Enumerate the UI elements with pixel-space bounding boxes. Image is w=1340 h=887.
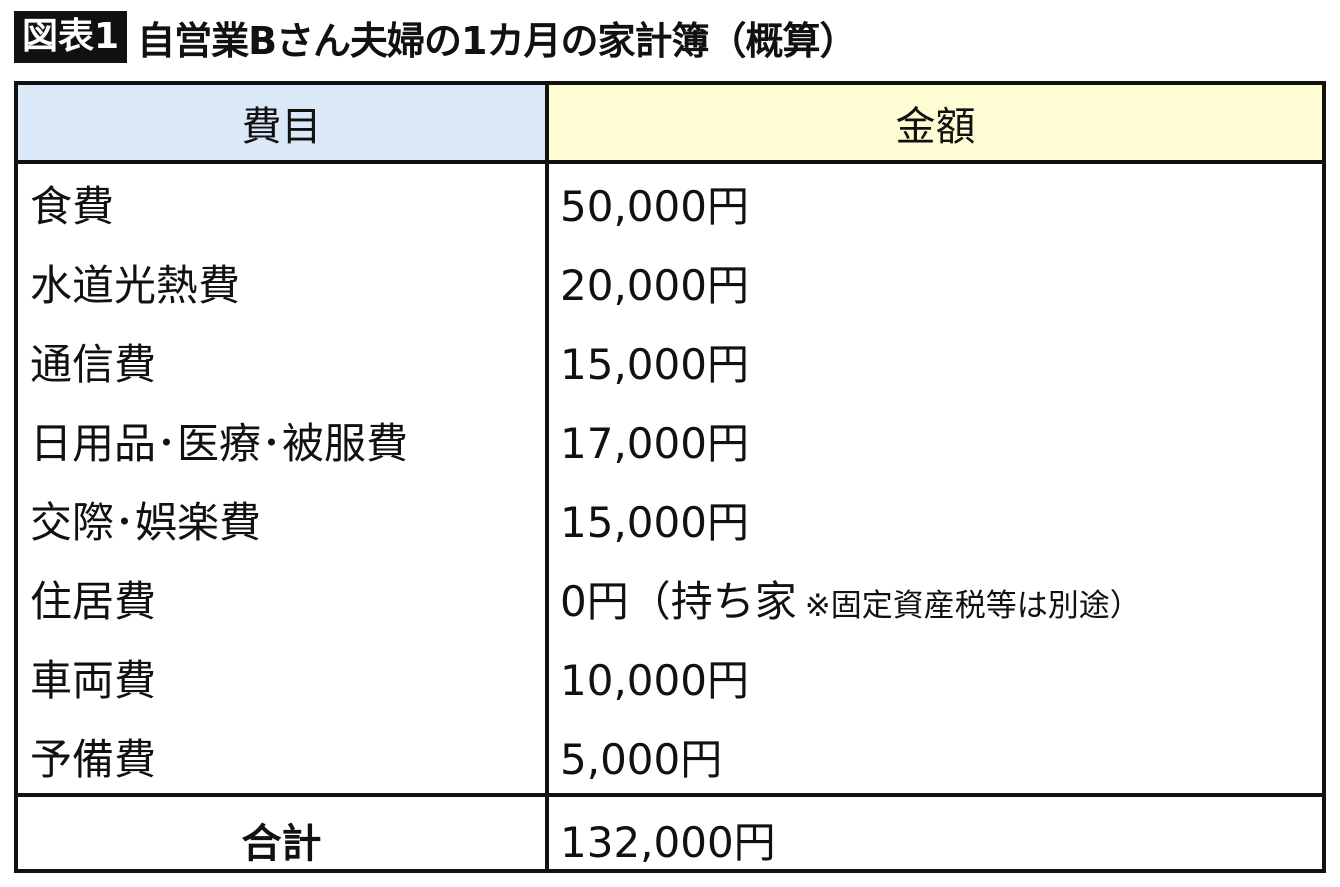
amount-value: 17,000円 [560, 419, 749, 468]
amount-value: 15,000円 [560, 498, 749, 547]
amount-value: 15,000円 [560, 340, 749, 389]
item-cell: 水道光熱費 [30, 261, 241, 310]
budget-table: 費目 金額 食費 50,000円 水道光熱費 20,000円 通信費 15,000円 日用品… [14, 81, 1326, 873]
title-text: 自営業Bさん夫婦の1カ月の家計簿（概算） [137, 18, 857, 63]
table-row: 住居費 0円（持ち家 ※固定資産税等は別途） [18, 559, 1322, 638]
amount-value: 5,000円 [560, 735, 723, 784]
item-cell: 食費 [30, 182, 115, 231]
amount-value: 20,000円 [560, 261, 749, 310]
table-row: 通信費 15,000円 [18, 322, 1322, 401]
amount-cell: 5,000円 [560, 726, 722, 787]
table-row: 水道光熱費 20,000円 [18, 243, 1322, 322]
header-item: 費目 [18, 85, 549, 164]
amount-cell: 20,000円 [560, 252, 749, 313]
amount-cell: 17,000円 [560, 410, 749, 471]
figure-badge: 図表1 [14, 11, 128, 63]
amount-cell: 0円（持ち家 ※固定資産税等は別途） [560, 568, 1141, 629]
table-row: 車両費 10,000円 [18, 638, 1322, 717]
amount-value: 50,000円 [560, 182, 749, 231]
item-cell: 日用品･医療･被服費 [30, 419, 409, 468]
total-amount: 132,000円 [560, 818, 776, 867]
table-row: 日用品･医療･被服費 17,000円 [18, 401, 1322, 480]
item-cell: 車両費 [30, 656, 157, 705]
item-cell: 住居費 [30, 577, 157, 626]
amount-value: 10,000円 [560, 656, 749, 705]
total-label: 合計 [241, 821, 322, 867]
item-cell: 交際･娯楽費 [30, 498, 262, 547]
item-cell: 通信費 [30, 340, 157, 389]
table-row: 交際･娯楽費 15,000円 [18, 480, 1322, 559]
table-row: 予備費 5,000円 [18, 717, 1322, 796]
amount-cell: 15,000円 [560, 331, 749, 392]
amount-value: 0円（持ち家 [560, 577, 797, 626]
amount-cell: 50,000円 [560, 173, 749, 234]
figure-title: 図表1 自営業Bさん夫婦の1カ月の家計簿（概算） [14, 10, 857, 64]
column-divider [545, 160, 549, 869]
table-row: 食費 50,000円 [18, 164, 1322, 243]
item-cell: 予備費 [30, 735, 157, 784]
amount-cell: 10,000円 [560, 647, 749, 708]
amount-cell: 15,000円 [560, 489, 749, 550]
header-amount: 金額 [549, 85, 1322, 164]
total-row: 合計 132,000円 [18, 793, 1322, 869]
amount-note: ※固定資産税等は別途） [804, 588, 1141, 624]
